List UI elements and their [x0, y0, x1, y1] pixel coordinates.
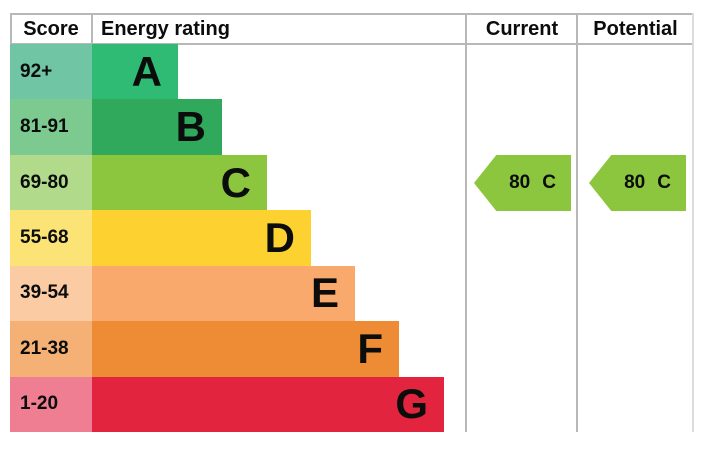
band-letter: C [220, 158, 251, 206]
potential-rating-band: C [657, 172, 671, 193]
band-score-range: 21-38 [10, 321, 92, 377]
potential-column-header: Potential [593, 17, 678, 40]
table-top-border [10, 13, 694, 15]
potential-column-right-border [692, 13, 694, 432]
energy-rating-column-header: Energy rating [101, 17, 230, 40]
current-rating-arrow: 80 C [474, 155, 571, 211]
band-bar: G [92, 376, 444, 432]
score-column-header: Score [23, 17, 79, 40]
current-rating-score: 80 [509, 172, 531, 193]
band-rows: 92+ A 81-91 B 69-80 C 55-68 D 39-54 E 21… [10, 44, 694, 432]
band-letter: D [264, 213, 295, 261]
band-letter: B [175, 103, 206, 151]
score-column-left-border [10, 13, 12, 45]
band-letter: E [310, 269, 339, 317]
header-bottom-border [10, 43, 694, 45]
band-row: 39-54 E [10, 265, 694, 322]
current-column-header: Current [485, 17, 559, 40]
band-bar: B [92, 99, 222, 155]
band-score-range: 1-20 [10, 376, 92, 432]
band-score-range: 81-91 [10, 99, 92, 155]
band-score-range: 92+ [10, 44, 92, 100]
current-rating-band: C [542, 172, 556, 193]
band-letter: A [131, 47, 162, 95]
band-bar: C [92, 154, 267, 211]
band-bar: D [92, 210, 311, 266]
band-bar: E [92, 265, 355, 322]
band-bar: F [92, 321, 399, 377]
band-row: 21-38 F [10, 321, 694, 377]
band-score-range: 55-68 [10, 210, 92, 266]
band-score-range: 39-54 [10, 265, 92, 322]
potential-column-left-border [576, 13, 578, 432]
band-bar: A [92, 44, 178, 100]
band-row: 1-20 G [10, 376, 694, 432]
score-column-right-border [91, 13, 93, 45]
band-row: 92+ A [10, 44, 694, 100]
current-column-left-border [465, 13, 467, 432]
potential-rating-arrow: 80 C [589, 155, 686, 211]
band-letter: F [357, 324, 383, 372]
band-letter: G [395, 380, 428, 428]
band-row: 69-80 C [10, 154, 694, 211]
band-row: 81-91 B [10, 99, 694, 155]
band-score-range: 69-80 [10, 154, 92, 211]
potential-rating-score: 80 [624, 172, 646, 193]
band-row: 55-68 D [10, 210, 694, 266]
